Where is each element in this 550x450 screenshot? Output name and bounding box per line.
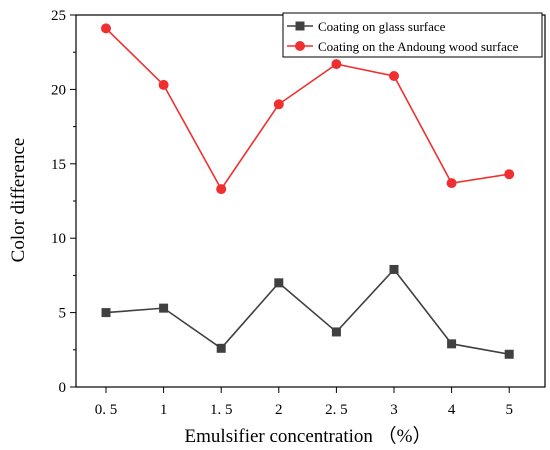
axes <box>75 14 546 388</box>
y-tick-label: 25 <box>51 8 66 24</box>
data-point <box>158 79 169 90</box>
data-point <box>504 169 515 180</box>
x-tick-label: 0. 5 <box>95 402 118 418</box>
legend-box <box>282 12 543 58</box>
legend-marker-glass <box>295 21 305 31</box>
x-tick-label: 5 <box>505 402 513 418</box>
y-tick-label: 20 <box>51 82 66 98</box>
data-point <box>274 278 284 288</box>
x-tick-label: 2 <box>275 402 283 418</box>
x-tick-label: 1. 5 <box>210 402 233 418</box>
data-point <box>389 264 399 274</box>
series-line <box>105 268 510 356</box>
y-axis-label: Color difference <box>8 138 29 263</box>
data-point <box>216 343 226 353</box>
plot-frame <box>75 14 546 388</box>
data-point <box>273 99 284 110</box>
series-glass <box>101 264 514 359</box>
x-tick-label: 1 <box>160 402 168 418</box>
x-tick-label: 2. 5 <box>325 402 348 418</box>
series-line <box>105 27 510 191</box>
data-point <box>101 308 111 318</box>
data-point <box>331 327 341 337</box>
x-tick-label: 3 <box>390 402 398 418</box>
y-tick-label: 0 <box>59 380 67 396</box>
series-layer <box>101 23 515 359</box>
y-axis-ticks: 0 5 10 15 20 25 <box>51 8 76 396</box>
data-point <box>389 71 399 82</box>
x-axis-label: Emulsifier concentration （%） <box>185 425 432 447</box>
data-point <box>216 184 227 195</box>
x-axis-ticks: 0. 5 1 1. 5 2 2. 5 3 4 5 <box>95 387 513 418</box>
data-point <box>447 339 457 349</box>
data-point <box>101 23 111 34</box>
legend-label-wood: Coating on the Andoung wood surface <box>318 39 519 54</box>
data-point <box>504 349 514 359</box>
legend-marker-wood <box>295 41 305 51</box>
data-point <box>446 178 457 189</box>
data-point <box>331 59 342 70</box>
y-tick-label: 5 <box>59 306 67 322</box>
x-tick-label: 4 <box>448 402 456 418</box>
legend-label-glass: Coating on glass surface <box>318 19 446 34</box>
y-tick-label: 15 <box>51 157 66 173</box>
data-point <box>159 303 169 313</box>
series-wood <box>101 23 515 195</box>
y-tick-label: 10 <box>51 231 66 247</box>
legend: Coating on glass surface Coating on the … <box>282 12 543 58</box>
